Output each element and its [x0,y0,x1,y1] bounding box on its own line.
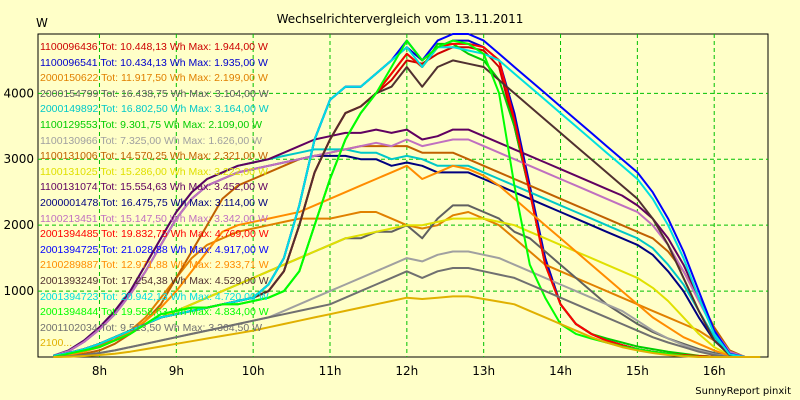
series-line [53,295,761,358]
legend: 1100096436 Tot: 10.448,13 Wh Max: 1.944,… [40,40,269,352]
x-tick-label: 14h [549,364,572,378]
legend-entry: 1100129553 Tot: 9.301,75 Wh Max: 2.109,0… [40,118,263,131]
y-tick-label: 3000 [3,152,34,166]
legend-entry: 1100096436 Tot: 10.448,13 Wh Max: 1.944,… [40,41,268,53]
series-line [53,145,761,358]
x-tick-label: 15h [626,364,649,378]
legend-entry: 2001102034 Tot: 9.513,50 Wh Max: 3.364,5… [40,321,263,334]
chart-title: Wechselrichtervergleich vom 13.11.2011 [276,12,524,26]
legend-entry: 1100131006 Tot: 14.570,25 Wh Max: 2.321,… [40,150,268,163]
legend-entry: 2001394723 Tot: 20.942,13 Wh Max: 4.720,… [40,290,269,303]
footer-text: SunnyReport pinxit [695,386,791,397]
legend-entry: 1100131074 Tot: 15.554,63 Wh Max: 3.452,… [40,181,268,194]
legend-entry: 1100130966 Tot: 7.325,00 Wh Max: 1.626,0… [40,134,263,147]
legend-entry: 1100131025 Tot: 15.286,00 Wh Max: 3.222,… [40,165,268,178]
x-tick-label: 9h [169,364,184,378]
y-tick-label: 2000 [3,218,34,232]
series-line [53,46,761,358]
legend-entry: 2000154799 Tot: 16.438,75 Wh Max: 3.104,… [40,87,269,100]
series-line [53,217,761,358]
x-tick-label: 12h [395,364,418,378]
series-line [53,164,761,358]
y-tick-label: 4000 [3,86,34,100]
x-tick-label: 11h [319,364,342,378]
legend-entry: 2001394485 Tot: 19.832,75 Wh Max: 4.769,… [40,228,269,241]
legend-entry: 2001394844 Tot: 19.558,63 Wh Max: 4.834,… [40,306,269,319]
series-line [53,138,761,358]
x-tick-label: 10h [242,364,265,378]
y-axis-label: W [36,16,48,30]
x-tick-label: 13h [472,364,495,378]
plot-frame [37,33,769,358]
legend-entry: 2100289887 Tot: 12.971,88 Wh Max: 2.933,… [40,259,269,272]
legend-entry: 2000001478 Tot: 16.475,75 Wh Max: 3.114,… [40,196,268,209]
legend-entry: 2100... [40,337,73,350]
legend-entry: 1100096541 Tot: 10.434,13 Wh Max: 1.935,… [40,56,268,69]
legend-entry: 2000150622 Tot: 11.917,50 Wh Max: 2.199,… [40,72,268,85]
legend-entry: 2001394725 Tot: 21.028,88 Wh Max: 4.917,… [40,243,269,256]
series-line [53,39,761,358]
y-tick-label: 1000 [3,284,34,298]
series-line [53,267,761,358]
legend-entry: 1100213451 Tot: 15.147,50 Wh Max: 3.342,… [40,212,268,225]
legend-entry: 2000149892 Tot: 16.802,50 Wh Max: 3.164,… [40,103,269,116]
legend-entry: 2001393249 Tot: 17.254,38 Wh Max: 4.529,… [40,274,269,287]
series-line [53,128,761,358]
x-tick-label: 16h [703,364,726,378]
x-tick-label: 8h [92,364,107,378]
